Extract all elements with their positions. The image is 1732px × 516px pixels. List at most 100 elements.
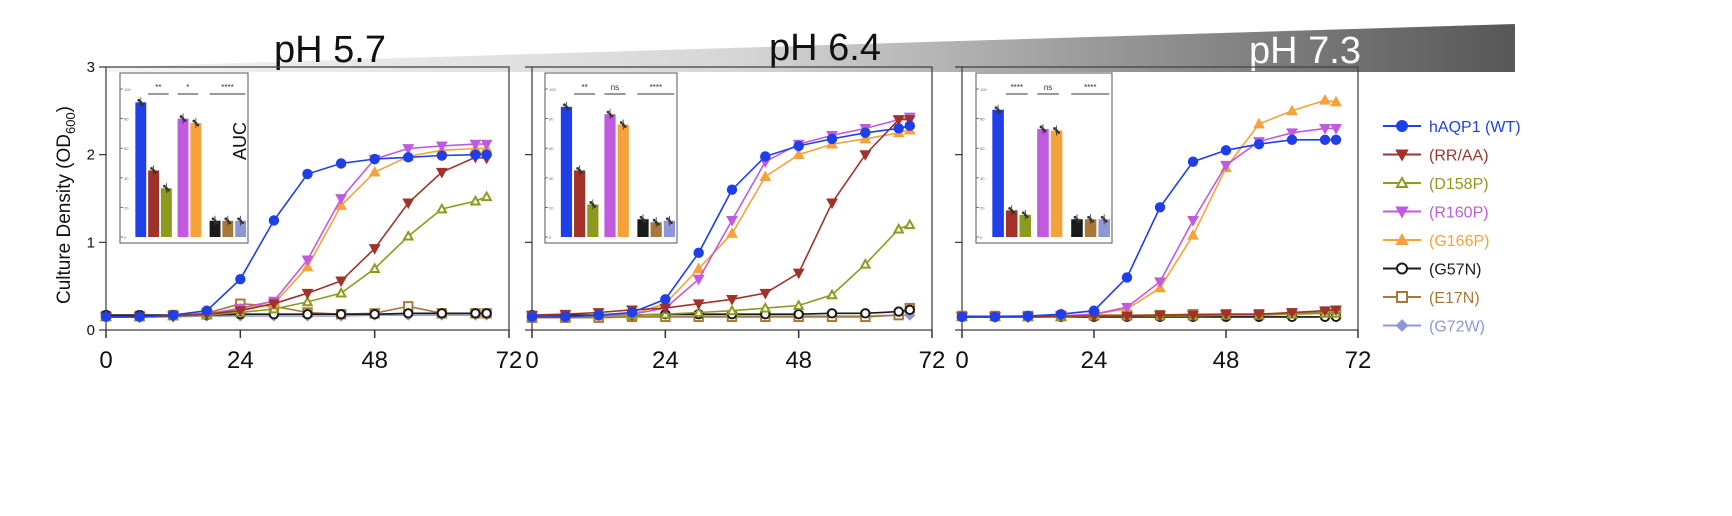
inset-dot (228, 221, 232, 225)
x-tick-label: 24 (1081, 347, 1108, 374)
data-point (1121, 302, 1133, 314)
data-point (692, 262, 705, 273)
data-point (1253, 138, 1265, 150)
data-point (792, 268, 805, 280)
legend-marker (1395, 206, 1409, 219)
inset-dot (1073, 215, 1077, 219)
data-point (1121, 272, 1133, 283)
inset-bar (650, 222, 662, 237)
panel-2: 0 24 48 72 0 20 40 60 80 100 ** ns **** (525, 66, 946, 374)
significance-label: **** (650, 83, 662, 92)
inset-dot (1021, 211, 1025, 215)
data-point (301, 288, 314, 300)
data-point (167, 309, 179, 321)
legend-entry-rr-aa: (RR/AA) (1383, 148, 1489, 165)
y-axis-label-close: ) (54, 106, 75, 112)
x-tick-label: 72 (496, 347, 523, 374)
data-point (435, 141, 448, 153)
inset-dot (215, 221, 219, 225)
data-point (759, 170, 772, 181)
x-tick-label: 0 (955, 347, 968, 374)
panel-title-ph57: pH 5.7 (274, 29, 386, 71)
data-point (302, 168, 313, 180)
inset-y-tick-label: 20 (549, 205, 554, 210)
data-point (660, 294, 671, 305)
data-point (1187, 216, 1199, 227)
data-point (201, 305, 212, 316)
data-point (335, 158, 347, 169)
panel-3: 0 24 48 72 0 20 40 60 80 100 **** ns **** (955, 66, 1372, 374)
data-point (470, 149, 481, 160)
data-point (435, 167, 448, 179)
data-point (626, 307, 638, 318)
inset-y-tick-label: 80 (124, 117, 129, 122)
plot-frame (105, 66, 510, 331)
significance-label: **** (221, 83, 233, 92)
data-point (1154, 310, 1166, 322)
inset-bar (663, 220, 676, 237)
inset-dot (1043, 129, 1047, 133)
legend-entry-e17n: (E17N) (1383, 290, 1480, 307)
x-tick-label: 72 (1345, 347, 1372, 374)
data-point (369, 309, 380, 320)
data-point (402, 198, 415, 210)
legend-label: (G57N) (1429, 262, 1481, 279)
inset-dot (621, 123, 625, 126)
data-point (892, 222, 905, 234)
inset-dot (619, 121, 623, 124)
inset-dot (1075, 217, 1079, 221)
data-point (436, 308, 448, 319)
data-point (792, 299, 805, 310)
legend-entry-g72w: (G72W) (1383, 319, 1485, 336)
data-point (793, 140, 804, 152)
inset-y-tick-label: 60 (124, 146, 129, 151)
series-haqp1-wt (526, 120, 915, 323)
x-tick-label: 0 (525, 347, 538, 374)
inset-dot (1057, 131, 1060, 134)
inset-y-tick-label: 40 (124, 176, 129, 181)
inset-bar (1071, 219, 1083, 237)
data-point (469, 194, 482, 206)
inset-dot (1012, 210, 1016, 214)
series-rr-aa (956, 305, 1342, 324)
inset-dot (1077, 219, 1081, 223)
data-point (860, 308, 871, 319)
inset-dot (1008, 206, 1012, 210)
data-point (481, 308, 492, 319)
x-tick-label: 72 (919, 347, 946, 374)
data-point (593, 309, 604, 321)
inset-dot (1091, 219, 1094, 223)
inset-bar (235, 220, 247, 237)
legend-label: (R160P) (1429, 205, 1489, 222)
inset-bar (135, 102, 147, 237)
inset-bar (637, 219, 649, 237)
data-point (659, 303, 672, 315)
inset-bar (617, 124, 629, 237)
inset-dot (641, 217, 645, 221)
inset-dot (610, 114, 614, 118)
data-point (470, 308, 481, 319)
inset-dot (670, 221, 673, 225)
inset-y-tick-label: 100 (549, 87, 556, 92)
data-point (759, 288, 772, 300)
data-point (436, 150, 448, 161)
inset-y-tick-label: 100 (124, 87, 131, 92)
significance-label: **** (1011, 83, 1023, 92)
data-point (1055, 309, 1067, 320)
inset-y-tick-label: 60 (549, 146, 554, 151)
inset-y-tick-label: 80 (549, 117, 554, 122)
data-point (335, 194, 347, 205)
data-point (369, 153, 380, 165)
inset-dot (591, 203, 595, 206)
data-point (792, 148, 805, 160)
inset-dot (578, 169, 582, 172)
data-point (892, 115, 905, 126)
data-point (402, 229, 415, 241)
data-point (402, 144, 415, 155)
inset-dot (1039, 125, 1043, 129)
data-point (760, 151, 771, 162)
inset-dot (194, 121, 198, 125)
